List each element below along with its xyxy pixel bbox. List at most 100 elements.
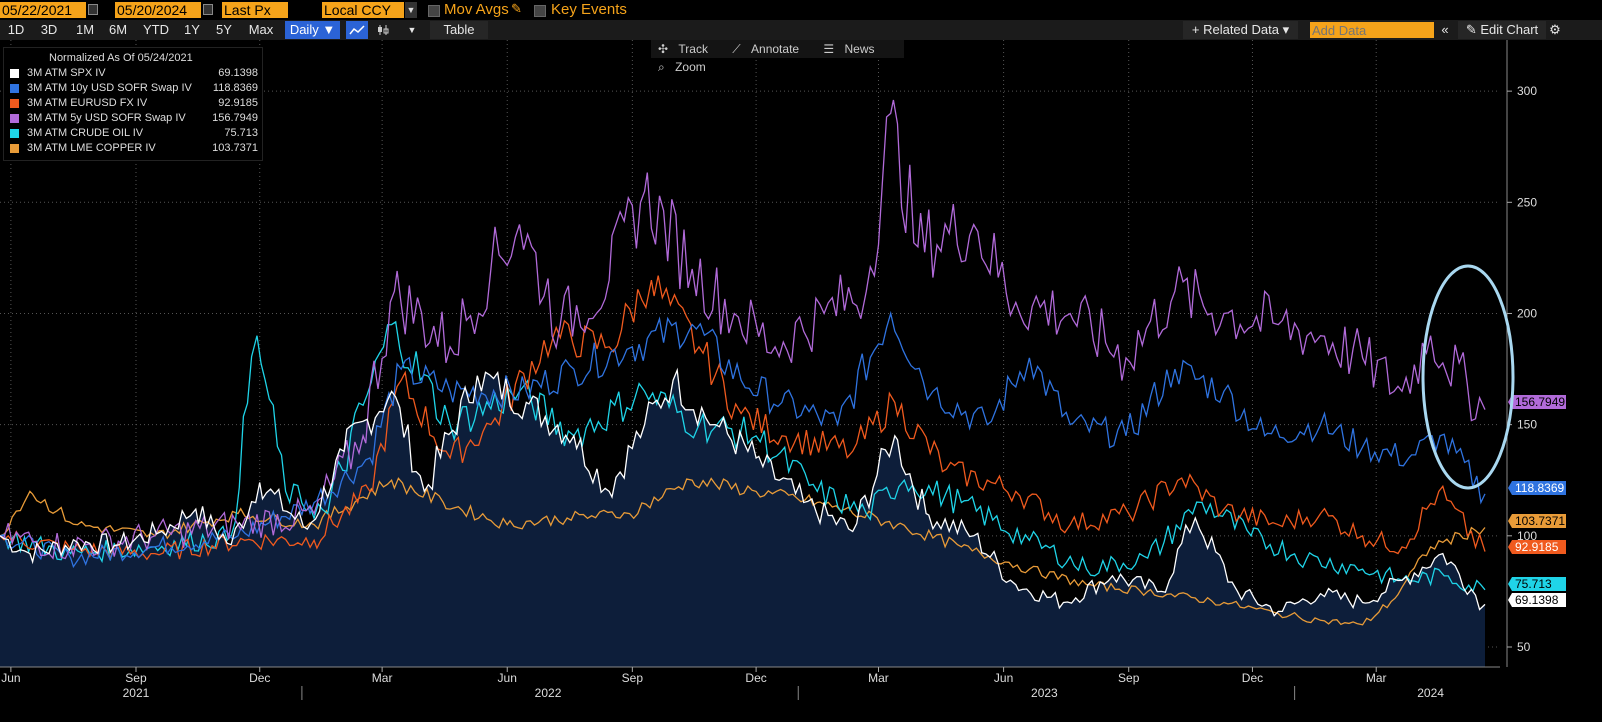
news-tool[interactable]: ☰ News (823, 42, 875, 56)
currency-value: Local CCY (324, 2, 391, 18)
x-tick-label: Jun (498, 671, 517, 685)
legend-series-value: 92.9185 (218, 97, 258, 109)
legend-series-value: 118.8369 (212, 82, 258, 94)
pencil-icon[interactable]: ✎ (511, 1, 522, 16)
period-button-1y[interactable]: 1Y (184, 22, 200, 37)
annotate-tool[interactable]: ⟋ Annotate (732, 42, 800, 56)
legend-item[interactable]: 3M ATM 10y USD SOFR Swap IV 118.8369 (10, 82, 260, 97)
gear-icon[interactable]: ⚙ (1549, 22, 1561, 37)
last-value-label: 118.8369 (1508, 481, 1566, 495)
last-value-label: 156.7949 (1508, 395, 1566, 409)
legend-item[interactable]: 3M ATM 5y USD SOFR Swap IV 156.7949 (10, 112, 260, 127)
series-line (0, 367, 1486, 617)
x-tick-label: Mar (372, 671, 393, 685)
candlestick-icon[interactable] (374, 21, 392, 39)
legend-series-value: 75.713 (224, 127, 258, 139)
key-events-label: Key Events (551, 1, 627, 18)
legend-series-name: 3M ATM CRUDE OIL IV (27, 127, 144, 139)
last-value-text: 118.8369 (1515, 481, 1564, 495)
track-tool[interactable]: ✣ Track (658, 42, 708, 56)
edit-chart-button[interactable]: ✎ Edit Chart (1458, 21, 1546, 39)
y-tick-label: 100 (1517, 529, 1537, 543)
chevron-down-icon[interactable]: ▼ (407, 25, 417, 35)
series-line (0, 477, 1486, 626)
legend-swatch (10, 144, 19, 153)
legend-item[interactable]: 3M ATM CRUDE OIL IV 75.713 (10, 127, 260, 142)
x-year-label: 2022 (535, 686, 562, 700)
last-value-badge (1508, 593, 1566, 607)
zoom-label: Zoom (675, 60, 706, 74)
legend-series-value: 103.7371 (212, 142, 258, 154)
add-data-input[interactable] (1310, 22, 1434, 38)
legend-swatch (10, 129, 19, 138)
y-tick-label: 50 (1517, 640, 1531, 654)
legend-swatch (10, 84, 19, 93)
period-button-1m[interactable]: 1M (75, 22, 95, 37)
legend-series-value: 156.7949 (212, 112, 258, 124)
x-tick-label: Dec (249, 671, 270, 685)
period-button-5y[interactable]: 5Y (216, 22, 232, 37)
legend-header: Normalized As Of 05/24/2021 (49, 52, 193, 64)
chart-tools: ✣ Track ⟋ Annotate ☰ News ⌕ Zoom (651, 40, 904, 74)
x-tick-label: Sep (622, 671, 644, 685)
news-label: News (844, 42, 875, 56)
x-tick-label: Sep (1118, 671, 1140, 685)
y-tick-label: 150 (1517, 418, 1537, 432)
y-tick-label: 300 (1517, 84, 1537, 98)
period-button-3d[interactable]: 3D (40, 22, 58, 37)
price-field-value: Last Px (224, 2, 271, 18)
legend-series-name: 3M ATM EURUSD FX IV (27, 97, 148, 109)
y-tick-label: 200 (1517, 306, 1537, 320)
x-tick-label: Jun (1, 671, 20, 685)
period-button-ytd[interactable]: YTD (143, 22, 169, 37)
zoom-tool[interactable]: ⌕ Zoom (658, 60, 706, 74)
x-tick-label: Dec (1242, 671, 1263, 685)
x-tick-label: Jun (994, 671, 1013, 685)
line-chart-icon[interactable] (346, 21, 368, 39)
frequency-select[interactable]: Daily ▼ (285, 21, 340, 39)
series-line (0, 275, 1486, 561)
legend-swatch (10, 69, 19, 78)
x-tick-label: Dec (745, 671, 766, 685)
calendar-icon[interactable] (88, 4, 98, 15)
edit-chart-label: Edit Chart (1480, 22, 1539, 37)
x-tick-label: Sep (125, 671, 147, 685)
legend-series-name: 3M ATM SPX IV (27, 67, 106, 79)
price-field-select[interactable]: Last Px (222, 2, 288, 18)
collapse-icon[interactable]: « (1441, 22, 1449, 37)
last-value-text: 103.7371 (1515, 514, 1565, 528)
end-date-input[interactable]: 05/20/2024 (115, 2, 213, 18)
end-date-value: 05/20/2024 (117, 2, 188, 18)
legend-series-name: 3M ATM 5y USD SOFR Swap IV (27, 112, 186, 124)
series-line (0, 310, 1486, 569)
highlight-ellipse (1421, 264, 1515, 490)
last-value-badge (1508, 514, 1566, 528)
legend-swatch (10, 114, 19, 123)
x-year-label: 2021 (123, 686, 150, 700)
chevron-down-icon[interactable]: ▼ (405, 2, 417, 18)
calendar-icon[interactable] (203, 4, 213, 15)
last-value-badge (1508, 577, 1566, 591)
x-tick-label: Mar (1366, 671, 1387, 685)
last-value-text: 92.9185 (1515, 540, 1559, 554)
legend-item[interactable]: 3M ATM SPX IV 69.1398 (10, 67, 260, 82)
last-value-badge (1508, 540, 1566, 554)
last-value-label: 103.7371 (1508, 514, 1566, 528)
last-value-label: 92.9185 (1508, 540, 1566, 554)
period-button-max[interactable]: Max (248, 22, 274, 37)
table-button[interactable]: Table (430, 21, 488, 39)
legend-item[interactable]: 3M ATM EURUSD FX IV 92.9185 (10, 97, 260, 112)
start-date-value: 05/22/2021 (2, 2, 73, 18)
x-year-label: 2023 (1031, 686, 1058, 700)
key-events-checkbox[interactable] (534, 5, 546, 17)
related-data-button[interactable]: + Related Data ▾ (1183, 21, 1298, 39)
chart-legend: Normalized As Of 05/24/2021 3M ATM SPX I… (3, 47, 263, 161)
start-date-input[interactable]: 05/22/2021 (0, 2, 98, 18)
last-value-text: 75.713 (1515, 577, 1552, 591)
mov-avgs-checkbox[interactable] (428, 5, 440, 17)
period-button-6m[interactable]: 6M (108, 22, 128, 37)
currency-select[interactable]: Local CCY (322, 2, 404, 18)
legend-item[interactable]: 3M ATM LME COPPER IV 103.7371 (10, 142, 260, 157)
legend-series-name: 3M ATM LME COPPER IV (27, 142, 156, 154)
period-button-1d[interactable]: 1D (7, 22, 25, 37)
